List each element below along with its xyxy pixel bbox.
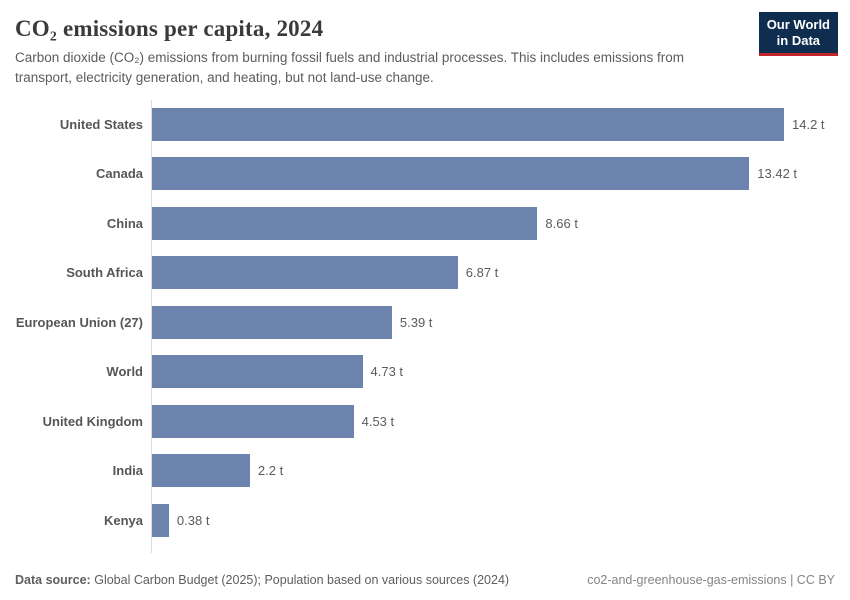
country-label: World bbox=[106, 364, 143, 380]
bar-rows: United States 14.2 t Canada 13.42 t China 8.6… bbox=[15, 100, 835, 546]
country-label: United Kingdom bbox=[42, 413, 143, 429]
license-note: co2-and-greenhouse-gas-emissions | CC BY bbox=[587, 573, 835, 587]
value-label: 13.42 t bbox=[757, 166, 798, 182]
bar[interactable] bbox=[152, 454, 250, 488]
bar[interactable] bbox=[152, 157, 750, 191]
owid-logo-line1: Our World bbox=[766, 17, 830, 32]
bar-row: South Africa 6.87 t bbox=[15, 248, 835, 298]
value-label: 5.39 t bbox=[399, 314, 433, 330]
bar-track: 4.53 t bbox=[151, 397, 784, 447]
bar-row: China 8.66 t bbox=[15, 199, 835, 249]
bar-chart: United States 14.2 t Canada 13.42 t China 8.6… bbox=[0, 99, 850, 553]
country-label: South Africa bbox=[66, 265, 143, 281]
country-label: United States bbox=[59, 116, 143, 132]
data-source-note: Data source: Global Carbon Budget (2025)… bbox=[15, 573, 509, 587]
bar[interactable] bbox=[152, 305, 392, 339]
value-label: 2.2 t bbox=[257, 463, 284, 479]
bar-track: 5.39 t bbox=[151, 298, 784, 348]
bar-track: 6.87 t bbox=[151, 248, 784, 298]
bar-row: United States 14.2 t bbox=[15, 100, 835, 150]
country-label: China bbox=[106, 215, 143, 231]
bar[interactable] bbox=[152, 107, 784, 141]
bar-track: 2.2 t bbox=[151, 446, 784, 496]
bar-track: 4.73 t bbox=[151, 347, 784, 397]
chart-header: CO₂ emissions per capita, 2024 Carbon di… bbox=[0, 0, 850, 89]
country-label: Canada bbox=[96, 166, 143, 182]
value-label: 14.2 t bbox=[792, 116, 825, 132]
value-label: 6.87 t bbox=[465, 265, 499, 281]
data-source-label: Data source: bbox=[15, 573, 91, 587]
owid-logo-line2: in Data bbox=[776, 33, 821, 49]
bar-track: 8.66 t bbox=[151, 199, 784, 249]
value-label: 4.73 t bbox=[370, 364, 404, 380]
bar-track: 14.2 t bbox=[151, 100, 825, 150]
bar-row: India 2.2 t bbox=[15, 446, 835, 496]
bar-track: 0.38 t bbox=[151, 496, 784, 546]
country-label: European Union (27) bbox=[15, 314, 143, 330]
owid-logo[interactable]: Our World in Data bbox=[758, 12, 838, 56]
bar-row: Canada 13.42 t bbox=[15, 149, 835, 199]
bar-row: European Union (27) 5.39 t bbox=[15, 298, 835, 348]
country-label: Kenya bbox=[103, 512, 143, 528]
bar[interactable] bbox=[152, 503, 169, 537]
value-label: 8.66 t bbox=[545, 215, 578, 231]
bar-track: 13.42 t bbox=[151, 149, 797, 199]
bar-row: World 4.73 t bbox=[15, 347, 835, 397]
data-source-text: Global Carbon Budget (2025); Population … bbox=[94, 573, 510, 587]
y-axis-line bbox=[151, 99, 152, 553]
bar-row: United Kingdom 4.53 t bbox=[15, 397, 835, 447]
bar[interactable] bbox=[152, 206, 538, 240]
bar[interactable] bbox=[152, 355, 363, 389]
chart-subtitle: Carbon dioxide (CO₂) emissions from burn… bbox=[15, 50, 685, 86]
bar-row: Kenya 0.38 t bbox=[15, 496, 835, 546]
country-label: India bbox=[112, 463, 143, 479]
bar[interactable] bbox=[152, 256, 458, 290]
value-label: 4.53 t bbox=[361, 413, 395, 429]
bar[interactable] bbox=[152, 404, 354, 438]
chart-title: CO₂ emissions per capita, 2024 bbox=[15, 16, 324, 41]
value-label: 0.38 t bbox=[176, 512, 210, 528]
chart-footer: Data source: Global Carbon Budget (2025)… bbox=[15, 573, 835, 587]
